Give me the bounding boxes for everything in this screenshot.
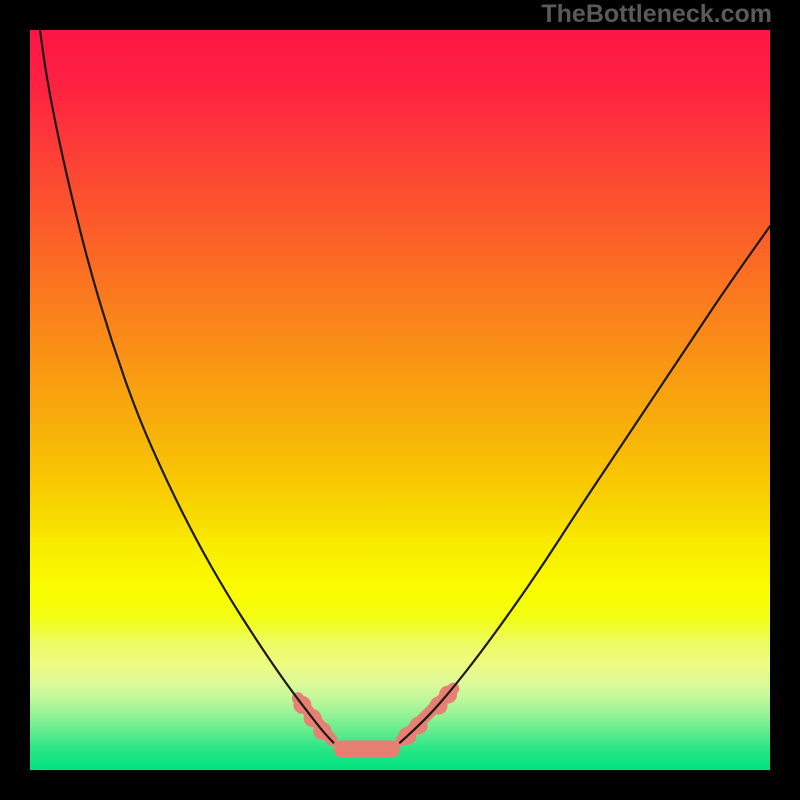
watermark-text: TheBottleneck.com <box>541 0 772 29</box>
marker-cluster <box>333 740 400 757</box>
curve-right <box>400 226 770 743</box>
chart-overlay <box>0 0 800 800</box>
curve-left <box>40 30 333 743</box>
